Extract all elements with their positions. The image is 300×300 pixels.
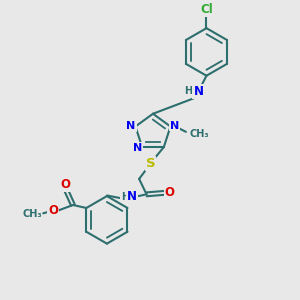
Text: N: N (170, 121, 179, 130)
Text: O: O (48, 204, 58, 218)
Text: O: O (165, 186, 175, 199)
Text: O: O (60, 178, 70, 191)
Text: N: N (133, 143, 142, 153)
Text: CH₃: CH₃ (22, 209, 42, 219)
Text: H: H (121, 192, 129, 202)
Text: CH₃: CH₃ (190, 129, 209, 139)
Text: H: H (184, 86, 192, 97)
Text: N: N (126, 121, 136, 131)
Text: Cl: Cl (201, 3, 213, 16)
Text: S: S (146, 157, 155, 170)
Text: N: N (127, 190, 137, 203)
Text: N: N (194, 85, 203, 98)
